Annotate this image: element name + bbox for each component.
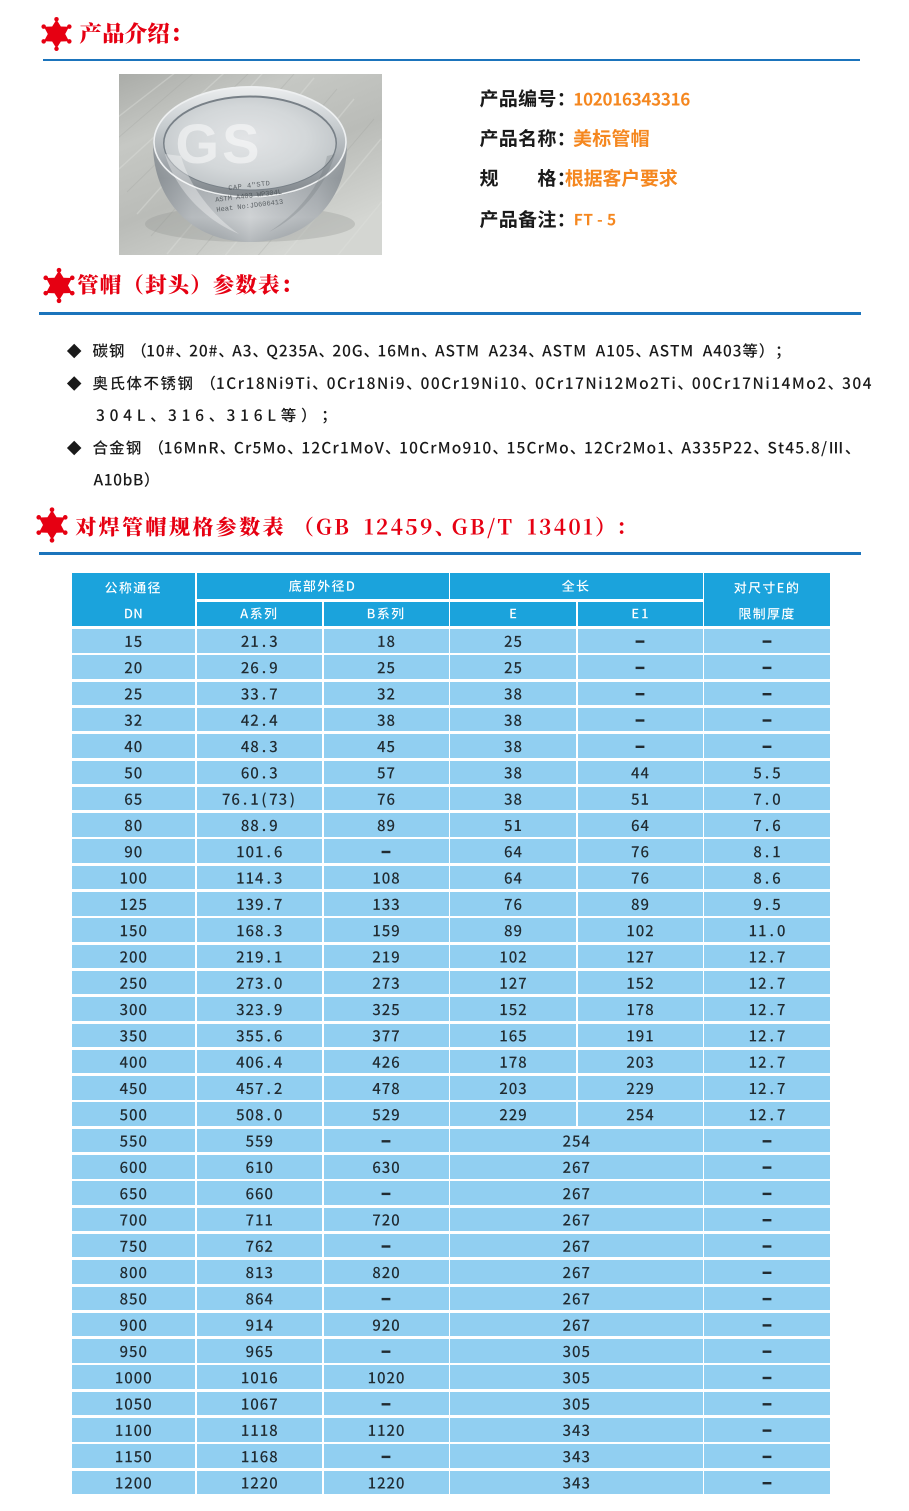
svg-text:GS: GS [176, 112, 263, 175]
